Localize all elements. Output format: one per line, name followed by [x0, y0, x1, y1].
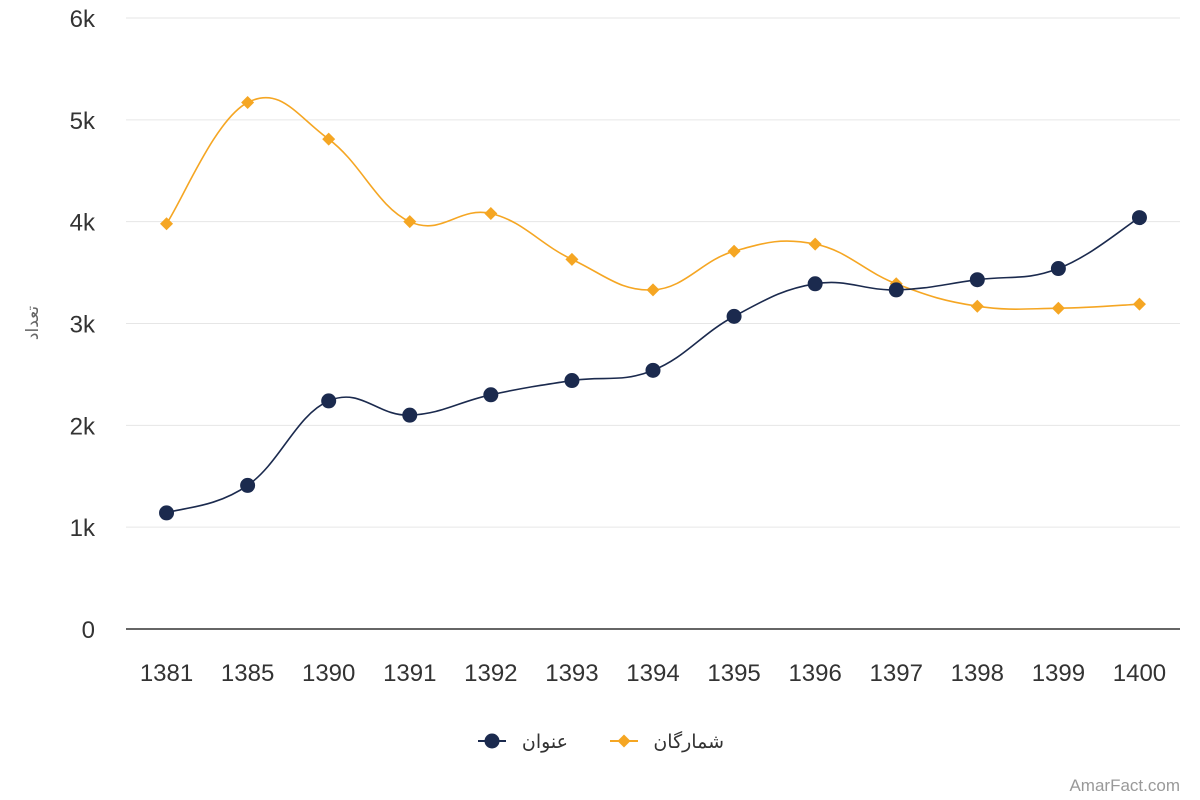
legend-item-1[interactable]: شمارگان	[610, 730, 724, 753]
data-point-1[interactable]	[1132, 297, 1146, 311]
data-point-1[interactable]	[970, 299, 984, 313]
y-tick-label: 3k	[70, 312, 96, 339]
y-axis-ticks: 0 1k 2k 3k 4k 5k 6k	[70, 6, 96, 644]
data-point-1[interactable]	[1051, 301, 1065, 315]
x-tick-label: 1393	[545, 660, 598, 687]
data-point-1[interactable]	[484, 207, 498, 221]
series-group	[159, 96, 1147, 521]
y-tick-label: 4k	[70, 210, 96, 237]
credit-text[interactable]: AmarFact.com	[1069, 776, 1180, 795]
data-point-0[interactable]	[483, 387, 499, 403]
data-point-1[interactable]	[646, 283, 660, 297]
data-point-1[interactable]	[565, 252, 579, 266]
data-point-0[interactable]	[645, 362, 661, 378]
data-point-0[interactable]	[159, 505, 175, 521]
x-tick-label: 1392	[464, 660, 517, 687]
x-tick-label: 1400	[1113, 660, 1166, 687]
x-tick-label: 1398	[951, 660, 1004, 687]
legend-marker	[484, 733, 500, 749]
y-tick-label: 1k	[70, 515, 96, 542]
data-point-0[interactable]	[888, 282, 904, 298]
legend-item-0[interactable]: عنوان	[478, 731, 568, 753]
y-tick-label: 5k	[70, 108, 96, 135]
legend-marker	[617, 734, 631, 748]
data-point-0[interactable]	[726, 308, 742, 324]
x-tick-label: 1391	[383, 660, 436, 687]
x-tick-label: 1397	[870, 660, 923, 687]
data-point-1[interactable]	[241, 96, 255, 110]
data-point-0[interactable]	[321, 393, 337, 409]
grid-lines	[126, 17, 1180, 528]
y-tick-label: 0	[82, 617, 95, 644]
data-point-0[interactable]	[240, 477, 256, 493]
legend: عنوان شمارگان	[478, 730, 724, 753]
legend-label: شمارگان	[653, 730, 724, 753]
data-point-1[interactable]	[322, 132, 336, 146]
x-tick-label: 1399	[1032, 660, 1085, 687]
data-point-0[interactable]	[402, 407, 418, 423]
data-point-0[interactable]	[969, 272, 985, 288]
data-point-0[interactable]	[1131, 210, 1147, 226]
data-point-1[interactable]	[727, 244, 741, 258]
x-tick-label: 1395	[707, 660, 760, 687]
y-tick-label: 2k	[70, 413, 96, 440]
data-point-0[interactable]	[1050, 261, 1066, 277]
x-tick-label: 1394	[626, 660, 679, 687]
y-tick-label: 6k	[70, 6, 96, 33]
legend-label: عنوان	[522, 731, 568, 753]
y-axis-title: تعداد	[23, 306, 43, 340]
data-point-1[interactable]	[808, 237, 822, 251]
x-tick-label: 1390	[302, 660, 355, 687]
x-tick-label: 1381	[140, 660, 193, 687]
data-point-0[interactable]	[807, 276, 823, 292]
x-tick-label: 1385	[221, 660, 274, 687]
data-point-1[interactable]	[403, 215, 417, 229]
data-point-1[interactable]	[160, 217, 174, 231]
data-point-0[interactable]	[564, 373, 580, 389]
x-axis-ticks: 1381 1385 1390 1391 1392 1393 1394 1395 1396 1397…	[140, 660, 1166, 687]
x-tick-label: 1396	[788, 660, 841, 687]
